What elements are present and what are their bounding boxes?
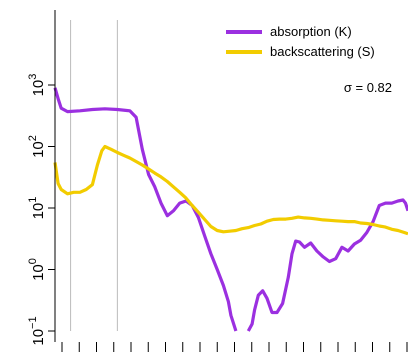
series-line-backscattering-1 — [53, 144, 408, 236]
y-tick-label-3: 101 — [27, 197, 47, 220]
y-tick-label-5: 103 — [27, 74, 47, 97]
reference-lines — [70, 20, 118, 331]
sigma-annotation: σ = 0.82 — [344, 80, 392, 95]
legend-label-backscattering: backscattering (S) — [270, 44, 375, 59]
legend-label-absorption: absorption (K) — [270, 24, 352, 39]
y-axis: 10−1 100 101 102 103 — [27, 10, 56, 346]
legend: absorption (K) backscattering (S) — [226, 24, 375, 59]
x-axis-ticks — [61, 342, 408, 352]
y-tick-label-1: 10−1 — [27, 316, 47, 345]
series-line-absorption-2 — [246, 198, 408, 332]
series-lines — [53, 87, 408, 332]
y-tick-label-2: 100 — [27, 258, 47, 281]
y-tick-label-4: 102 — [27, 135, 47, 158]
series-line-absorption-1 — [53, 87, 238, 332]
